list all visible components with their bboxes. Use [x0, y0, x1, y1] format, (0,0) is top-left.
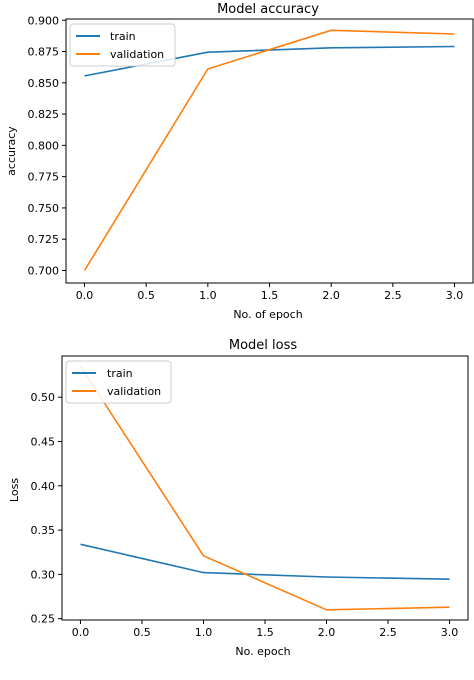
y-tick-label: 0.25 [31, 613, 56, 626]
x-tick-label: 1.5 [261, 289, 279, 302]
y-tick-label: 0.700 [28, 264, 60, 277]
x-axis-ticks: 0.0 0.5 1.0 1.5 2.0 2.5 3.0 [72, 620, 459, 639]
y-tick-label: 0.40 [31, 480, 56, 493]
legend-label-train: train [107, 367, 133, 380]
x-tick-label: 2.0 [318, 626, 336, 639]
x-tick-label: 2.5 [384, 289, 402, 302]
x-axis-label: No. of epoch [233, 308, 302, 321]
y-axis-ticks: 0.700 0.725 0.750 0.775 0.800 0.825 0.850 0.875… [28, 14, 66, 277]
y-tick-label: 0.775 [28, 171, 60, 184]
x-tick-label: 0.5 [133, 626, 151, 639]
x-tick-label: 1.5 [256, 626, 274, 639]
legend-label-train: train [110, 30, 136, 43]
y-tick-label: 0.900 [28, 14, 60, 27]
x-axis-ticks: 0.0 0.5 1.0 1.5 2.0 2.5 3.0 [76, 283, 464, 302]
x-tick-label: 0.0 [76, 289, 94, 302]
legend-label-validation: validation [110, 48, 164, 61]
y-tick-label: 0.800 [28, 139, 60, 152]
y-axis-label: accuracy [5, 126, 18, 176]
legend: train validation [69, 23, 176, 67]
legend-box [69, 23, 176, 67]
legend: train validation [65, 360, 172, 404]
x-tick-label: 1.0 [195, 626, 213, 639]
series-line-validation [83, 29, 455, 271]
y-tick-label: 0.50 [31, 391, 56, 404]
legend-label-validation: validation [107, 385, 161, 398]
x-tick-label: 0.0 [72, 626, 90, 639]
x-tick-label: 2.5 [379, 626, 397, 639]
y-tick-label: 0.30 [31, 568, 56, 581]
y-tick-label: 0.875 [28, 46, 60, 59]
series-lines [79, 365, 450, 611]
y-axis-ticks: 0.25 0.30 0.35 0.40 0.45 0.50 [31, 391, 62, 626]
x-tick-label: 3.0 [446, 289, 464, 302]
y-tick-label: 0.750 [28, 202, 60, 215]
legend-box [65, 360, 172, 404]
y-tick-label: 0.725 [28, 233, 60, 246]
series-line-train [80, 543, 450, 580]
x-tick-label: 3.0 [441, 626, 459, 639]
x-tick-label: 0.5 [137, 289, 155, 302]
y-tick-label: 0.35 [31, 524, 56, 537]
series-line-validation [79, 365, 450, 611]
y-axis-label: Loss [8, 478, 21, 502]
y-tick-label: 0.825 [28, 108, 60, 121]
chart-title: Model accuracy [217, 2, 319, 17]
accuracy-chart: Model accuracy 0.0 0.5 1.0 1.5 2.0 2.5 3.0 0.7… [5, 2, 474, 321]
y-tick-label: 0.850 [28, 77, 60, 90]
y-tick-label: 0.45 [31, 435, 56, 448]
loss-chart: Model loss 0.0 0.5 1.0 1.5 2.0 2.5 3.0 0.25 0.3… [8, 338, 469, 658]
x-axis-label: No. epoch [235, 645, 290, 658]
x-tick-label: 1.0 [199, 289, 217, 302]
chart-title: Model loss [229, 338, 298, 353]
x-tick-label: 2.0 [322, 289, 340, 302]
